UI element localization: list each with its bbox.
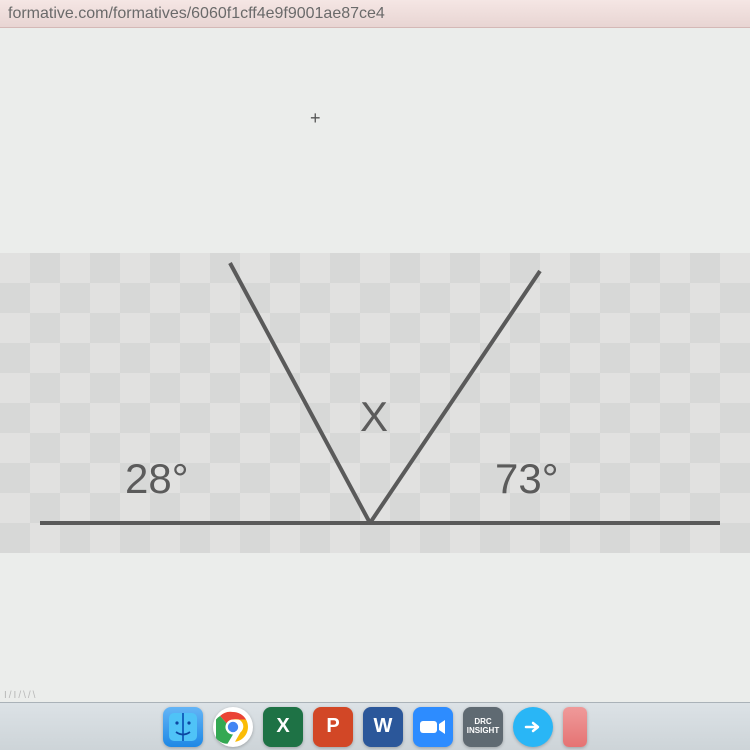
ray-left	[230, 263, 370, 523]
lower-background	[0, 553, 750, 702]
url-text: formative.com/formatives/6060f1cff4e9f90…	[8, 5, 385, 23]
finder-icon[interactable]	[163, 707, 203, 747]
page-content: + X 28° 73°	[0, 28, 750, 702]
powerpoint-icon[interactable]: P	[313, 707, 353, 747]
zoom-icon[interactable]	[413, 707, 453, 747]
left-angle-label: 28°	[125, 455, 189, 503]
unknown-angle-label: X	[360, 393, 388, 441]
crosshair-cursor: +	[310, 108, 321, 129]
chrome-icon[interactable]	[213, 707, 253, 747]
browser-url-bar[interactable]: formative.com/formatives/6060f1cff4e9f90…	[0, 0, 750, 28]
word-icon[interactable]: W	[363, 707, 403, 747]
upper-background	[0, 28, 750, 253]
macos-dock: X P W DRC INSIGHT	[0, 702, 750, 750]
right-angle-label: 73°	[495, 455, 559, 503]
dock-extra-icon[interactable]	[563, 707, 587, 747]
drc-insight-icon[interactable]: DRC INSIGHT	[463, 707, 503, 747]
teamdynamix-icon[interactable]	[513, 707, 553, 747]
keyboard-edge: I/I/\/\	[4, 690, 37, 701]
excel-icon[interactable]: X	[263, 707, 303, 747]
